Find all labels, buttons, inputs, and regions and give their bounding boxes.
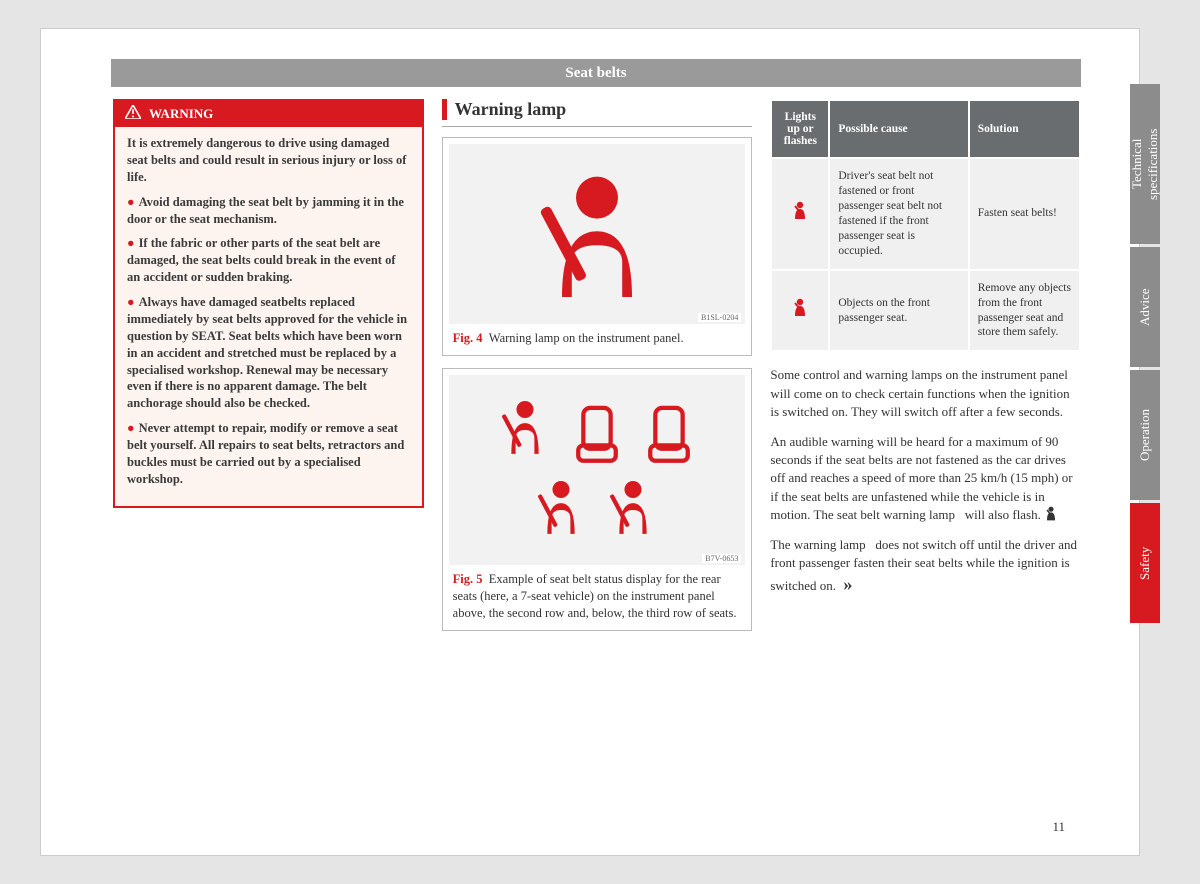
- warning-triangle-icon: [125, 105, 141, 123]
- warning-heading-text: WARNING: [149, 106, 213, 122]
- seatbelt-lamp-icon: [791, 201, 809, 221]
- th-cause: Possible cause: [829, 100, 968, 158]
- table-row: Driver's seat belt not fastened or front…: [771, 158, 1080, 270]
- seatbelt-person-icon: [604, 473, 662, 547]
- col-right: Lights up or flashes Possible cause Solu…: [770, 99, 1081, 643]
- figure-4-box: B1SL-0204 Fig. 4 Warning lamp on the ins…: [442, 137, 753, 356]
- cell-solution: Fasten seat belts!: [969, 158, 1080, 270]
- warning-intro: It is extremely dangerous to drive using…: [127, 135, 410, 186]
- th-lights: Lights up or flashes: [771, 100, 829, 158]
- side-tabs: Technical specifications Advice Operatio…: [1130, 84, 1160, 626]
- cell-cause: Driver's seat belt not fastened or front…: [829, 158, 968, 270]
- figure-4-code: B1SL-0204: [698, 313, 741, 322]
- cell-cause: Objects on the front passenger seat.: [829, 270, 968, 352]
- page: Seat belts WARNING It is extremely dange…: [40, 28, 1140, 856]
- cell-icon: [771, 270, 829, 352]
- body-para-2: An audible warning will be heard for a m…: [770, 433, 1081, 524]
- warning-bullet-2: ●Always have damaged seatbelts replaced …: [127, 294, 410, 412]
- content-columns: WARNING It is extremely dangerous to dri…: [113, 99, 1081, 643]
- figure-5-image: B7V-0653: [449, 375, 746, 565]
- seatbelt-person-icon: [496, 393, 554, 467]
- seatbelt-person-icon: [527, 154, 667, 314]
- seat-empty-icon: [568, 393, 626, 467]
- body-para-3: The warning lamp does not switch off unt…: [770, 536, 1081, 598]
- col-left: WARNING It is extremely dangerous to dri…: [113, 99, 424, 643]
- seat-empty-icon: [640, 393, 698, 467]
- seatbelt-lamp-icon: [791, 298, 809, 318]
- seatbelt-lamp-icon: [1044, 506, 1058, 522]
- warning-bullet-0: ●Avoid damaging the seat belt by jamming…: [127, 194, 410, 228]
- section-heading: Warning lamp: [442, 99, 753, 120]
- tab-technical-specifications[interactable]: Technical specifications: [1130, 84, 1160, 244]
- warning-bullet-3: ●Never attempt to repair, modify or remo…: [127, 420, 410, 488]
- page-title-bar: Seat belts: [111, 59, 1081, 87]
- figure-4-image: B1SL-0204: [449, 144, 746, 324]
- page-number: 11: [1052, 819, 1065, 835]
- warning-bullet-1: ●If the fabric or other parts of the sea…: [127, 235, 410, 286]
- warning-body: It is extremely dangerous to drive using…: [115, 127, 422, 506]
- warning-box: WARNING It is extremely dangerous to dri…: [113, 99, 424, 508]
- tab-operation[interactable]: Operation: [1130, 370, 1160, 500]
- section-rule: [442, 126, 753, 127]
- tab-advice[interactable]: Advice: [1130, 247, 1160, 367]
- seatbelt-person-icon: [532, 473, 590, 547]
- figure-4-caption: Fig. 4 Warning lamp on the instrument pa…: [449, 324, 746, 349]
- warning-header: WARNING: [115, 101, 422, 127]
- figure-5-caption: Fig. 5 Example of seat belt status displ…: [449, 565, 746, 624]
- cell-icon: [771, 158, 829, 270]
- col-middle: Warning lamp B1SL-0204 Fig. 4 Warning la…: [442, 99, 753, 643]
- figure-5-code: B7V-0653: [702, 554, 741, 563]
- table-row: Objects on the front passenger seat. Rem…: [771, 270, 1080, 352]
- figure-5-box: B7V-0653 Fig. 5 Example of seat belt sta…: [442, 368, 753, 631]
- cell-solution: Remove any objects from the front passen…: [969, 270, 1080, 352]
- tab-safety[interactable]: Safety: [1130, 503, 1160, 623]
- continuation-icon: »: [843, 574, 852, 594]
- warning-lamp-table: Lights up or flashes Possible cause Solu…: [770, 99, 1081, 352]
- body-para-1: Some control and warning lamps on the in…: [770, 366, 1081, 421]
- th-solution: Solution: [969, 100, 1080, 158]
